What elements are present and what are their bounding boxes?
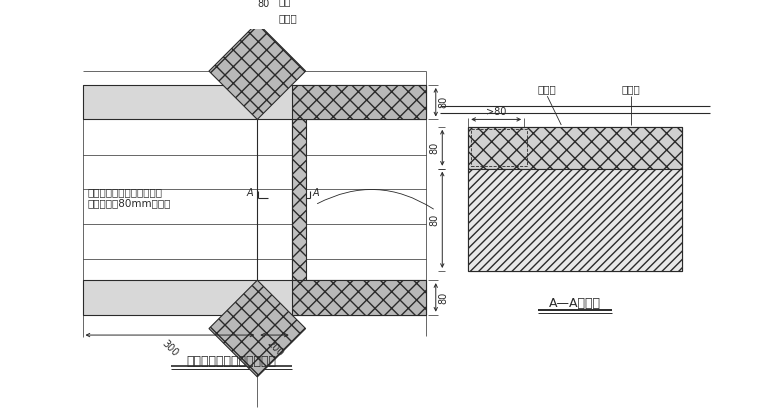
Polygon shape	[209, 23, 306, 120]
Text: 200: 200	[264, 338, 284, 358]
Text: 预粘不小于80mm网格布: 预粘不小于80mm网格布	[87, 198, 170, 208]
Text: A—A剖面图: A—A剖面图	[549, 297, 601, 310]
Text: 网格布: 网格布	[538, 84, 556, 94]
Bar	[468, 127, 682, 168]
Text: A: A	[312, 188, 318, 198]
Text: 80: 80	[439, 96, 448, 108]
Text: 80: 80	[439, 291, 448, 303]
Polygon shape	[209, 280, 306, 377]
Text: 80: 80	[258, 0, 270, 9]
Bar	[468, 168, 682, 271]
Text: A: A	[247, 188, 254, 198]
Bar	[292, 280, 426, 315]
Text: 门窗洞口附加网格布示意图: 门窗洞口附加网格布示意图	[186, 354, 277, 368]
Bar	[83, 280, 426, 315]
Text: 300: 300	[160, 338, 180, 358]
Text: >80: >80	[486, 107, 506, 117]
Text: 80: 80	[429, 142, 439, 154]
Text: 挤塑板: 挤塑板	[622, 84, 641, 94]
Bar	[292, 120, 306, 280]
Text: 附加: 附加	[279, 0, 291, 6]
Text: 网格布: 网格布	[279, 13, 297, 24]
Text: 80: 80	[429, 214, 439, 226]
Text: 与墙体接触一面用粘结砂浆: 与墙体接触一面用粘结砂浆	[87, 187, 162, 197]
Bar	[83, 85, 426, 120]
Bar	[292, 85, 426, 120]
Bar	[471, 129, 527, 166]
Bar	[468, 127, 682, 271]
